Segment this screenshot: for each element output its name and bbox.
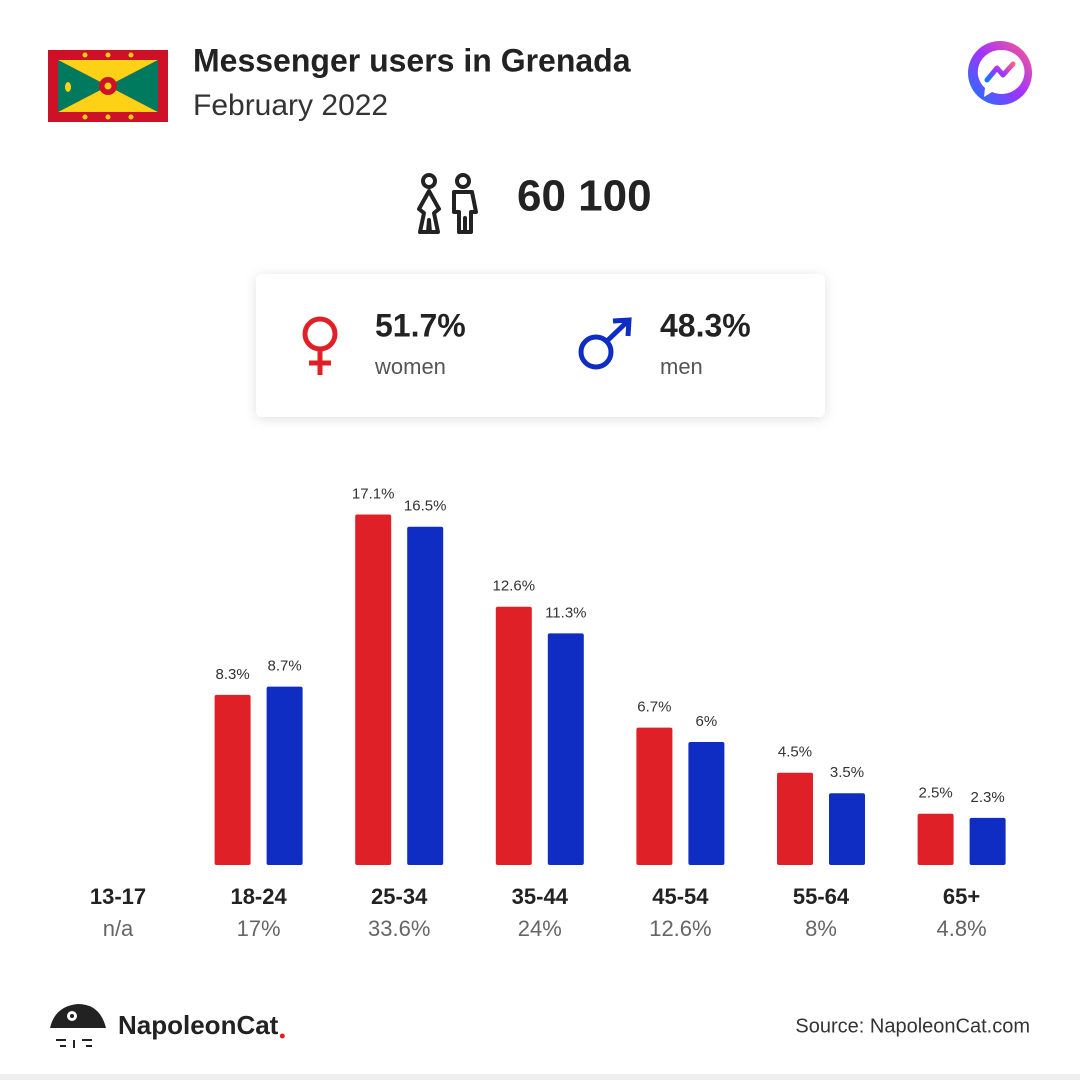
total-users: 60 100 [517, 172, 652, 221]
value-label: 12.6% [493, 578, 536, 595]
category-label: 13-17 [90, 884, 146, 909]
category-label: 25-34 [371, 884, 428, 909]
value-label: 3.5% [830, 764, 864, 781]
bar [214, 694, 251, 865]
women-label: women [374, 354, 446, 379]
bar [636, 727, 673, 865]
category-label: 45-54 [652, 884, 709, 909]
bar [495, 606, 532, 865]
category-total: 4.8% [937, 916, 987, 941]
value-label: 2.5% [918, 785, 952, 802]
bar-chart: 13-17 n/a 18-24 17% 8.3% 8.7% 25-34 33.6% 17.1% 1… [90, 485, 1006, 941]
category-total: 17% [237, 916, 281, 941]
bar [688, 742, 725, 865]
bar [266, 686, 303, 865]
bar [407, 526, 444, 865]
women-share: 51.7% [375, 307, 466, 343]
value-label: 8.7% [267, 658, 301, 675]
male-symbol [578, 317, 632, 370]
category-label: 65+ [943, 884, 980, 909]
category-label: 35-44 [512, 884, 569, 909]
bar [917, 813, 954, 865]
napoleoncat-logo [50, 1004, 106, 1048]
subtitle: February 2022 [193, 89, 388, 122]
flag [48, 50, 168, 122]
value-label: 17.1% [352, 485, 395, 502]
source: Source: NapoleonCat.com [795, 1015, 1030, 1037]
bottom-strip [0, 1074, 1080, 1080]
category-total: n/a [103, 916, 134, 941]
bar [777, 772, 813, 865]
messenger-icon [968, 41, 1032, 105]
title: Messenger users in Grenada [193, 42, 631, 78]
bar [355, 514, 392, 865]
category-total: 33.6% [368, 916, 430, 941]
value-label: 4.5% [778, 744, 812, 761]
bar [969, 817, 1006, 865]
men-share: 48.3% [660, 307, 751, 343]
bar [547, 633, 584, 865]
bar [829, 793, 865, 865]
brand: NapoleonCat [118, 1010, 279, 1040]
gender-card [256, 274, 825, 417]
female-symbol [302, 316, 338, 375]
category-total: 24% [518, 916, 562, 941]
value-label: 8.3% [215, 666, 249, 683]
category-label: 18-24 [230, 884, 287, 909]
users-icon [417, 173, 478, 234]
value-label: 6% [696, 713, 718, 730]
brand-dot [279, 1033, 285, 1039]
category-total: 8% [805, 916, 837, 941]
value-label: 11.3% [545, 604, 586, 621]
category-total: 12.6% [649, 916, 711, 941]
men-label: men [660, 354, 703, 379]
value-label: 16.5% [404, 498, 447, 515]
value-label: 2.3% [970, 789, 1004, 806]
value-label: 6.7% [637, 699, 671, 716]
category-label: 55-64 [793, 884, 850, 909]
